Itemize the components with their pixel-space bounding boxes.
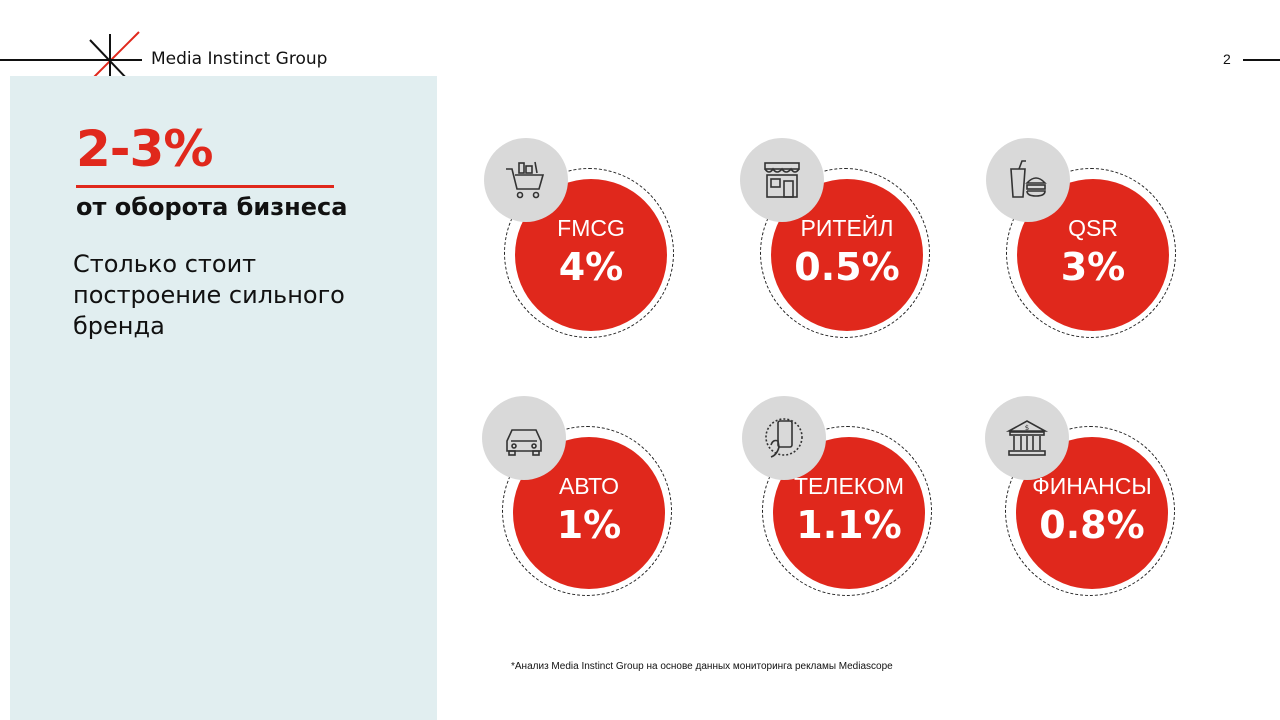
category-card-telecom: ТЕЛЕКОМ 1.1%	[742, 396, 932, 596]
category-label: ФИНАНСЫ	[1032, 473, 1152, 499]
subhead: от оборота бизнеса	[76, 193, 348, 221]
dashed-ring	[502, 426, 672, 596]
icon-bubble: $	[985, 396, 1069, 480]
dashed-ring	[504, 168, 674, 338]
icon-bubble	[740, 138, 824, 222]
smartphone-icon	[765, 418, 803, 458]
brand-name: Media Instinct Group	[151, 49, 328, 69]
category-card-retail: РИТЕЙЛ 0.5%	[740, 138, 930, 338]
category-card-finance: $ ФИНАНСЫ 0.8%	[985, 396, 1175, 596]
page-number: 2	[1223, 51, 1231, 67]
footnote: *Анализ Media Instinct Group на основе д…	[511, 661, 893, 672]
category-label: QSR	[1068, 215, 1118, 241]
header-line-left	[0, 59, 92, 61]
icon-bubble	[986, 138, 1070, 222]
shopping-cart-icon	[506, 161, 545, 199]
bank-icon: $	[1005, 420, 1049, 456]
category-label: ТЕЛЕКОМ	[793, 473, 904, 499]
category-value: 4%	[558, 245, 624, 289]
icon-bubble	[484, 138, 568, 222]
svg-text:$: $	[1025, 424, 1029, 432]
category-value: 0.8%	[1039, 503, 1145, 547]
headline-underline	[76, 185, 334, 188]
dashed-ring	[760, 168, 930, 338]
fast-food-icon	[1010, 160, 1047, 198]
car-icon	[506, 429, 542, 456]
dashed-ring	[1006, 168, 1176, 338]
storefront-icon	[764, 162, 800, 198]
side-panel	[10, 76, 437, 720]
headline-percentage: 2-3%	[76, 120, 213, 178]
icon-bubble	[482, 396, 566, 480]
category-label: РИТЕЙЛ	[800, 215, 894, 241]
category-value: 1.1%	[796, 503, 902, 547]
description: Столько стоит построение сильного бренда	[73, 250, 345, 340]
category-card-fmcg: FMCG 4%	[484, 138, 674, 338]
category-label: FMCG	[557, 215, 625, 241]
dashed-ring	[762, 426, 932, 596]
category-value: 1%	[556, 503, 622, 547]
header-line-right	[1243, 59, 1280, 61]
category-card-qsr: QSR 3%	[986, 138, 1176, 338]
dashed-ring	[1005, 426, 1175, 596]
category-value: 0.5%	[794, 245, 900, 289]
category-label: АВТО	[558, 473, 620, 499]
icon-bubble	[742, 396, 826, 480]
category-value: 3%	[1060, 245, 1126, 289]
category-card-auto: АВТО 1%	[482, 396, 672, 596]
